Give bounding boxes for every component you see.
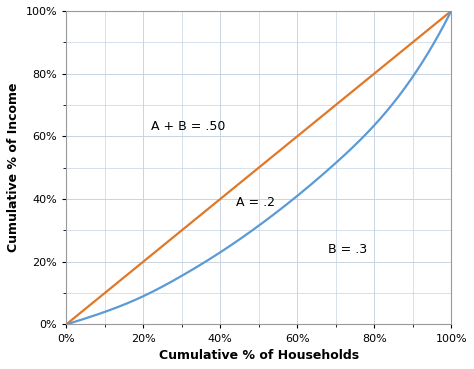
Text: A + B = .50: A + B = .50 xyxy=(151,120,225,134)
Text: A = .2: A = .2 xyxy=(236,196,274,209)
Text: B = .3: B = .3 xyxy=(328,243,367,256)
X-axis label: Cumulative % of Households: Cumulative % of Households xyxy=(159,349,359,362)
Y-axis label: Cumulative % of Income: Cumulative % of Income xyxy=(7,83,20,252)
